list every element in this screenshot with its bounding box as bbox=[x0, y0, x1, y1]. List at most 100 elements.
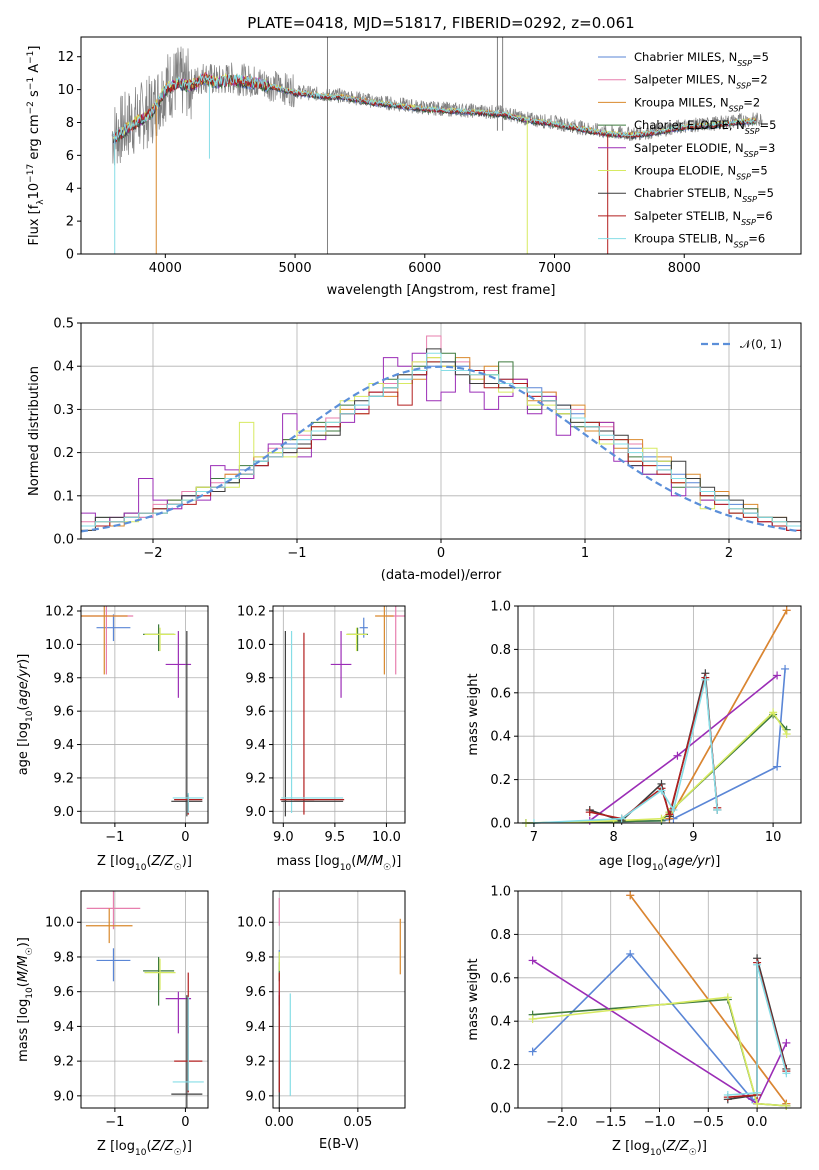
x-tick-label: −2.0 bbox=[546, 1115, 578, 1130]
mass_vs_ebv-panel: 0.00 0.05 9.0 9.2 9.4 9.6 9.8 10.0 E(B-V) bbox=[237, 890, 406, 1152]
legend-sub: SSP bbox=[741, 217, 756, 226]
legend-entry: Salpeter MILES, NSSP=2 bbox=[634, 73, 768, 91]
y-tick-label: 0.4 bbox=[53, 360, 74, 375]
axes-frame bbox=[80, 605, 209, 824]
y-tick-label: 12 bbox=[57, 50, 74, 65]
label-part: 10 bbox=[135, 863, 147, 873]
weight-line bbox=[532, 996, 787, 1107]
label-part: age [log bbox=[16, 722, 31, 775]
x-tick-label: 9.0 bbox=[273, 830, 294, 845]
label-part: age/yr bbox=[16, 662, 31, 705]
mass_vs_Z-plot-area bbox=[85, 891, 204, 1108]
model-spectrum-line bbox=[113, 73, 756, 140]
legend-sub: SSP bbox=[744, 149, 759, 158]
legend-entry: Kroupa MILES, NSSP=2 bbox=[634, 95, 760, 113]
x-tick-label: −1.0 bbox=[644, 1115, 676, 1130]
y-tick-label: 0.6 bbox=[490, 971, 511, 986]
x-axis-label: E(B-V) bbox=[319, 1137, 359, 1152]
weight_vs_age-plot-area bbox=[521, 606, 791, 827]
label-part: ( bbox=[661, 1139, 666, 1154]
spectrum-plot-area bbox=[111, 37, 763, 254]
age_vs_mass-panel: 9.0 9.5 10.0 9.0 9.2 9.4 9.6 9.8 10.0 10.2 mass [l… bbox=[237, 605, 406, 873]
residuals-panel: −2 −1 0 1 2 0.0 0.1 0.2 0.3 0.4 0.5 (data-model)/er… bbox=[27, 317, 802, 583]
label-part: )] bbox=[182, 1139, 192, 1154]
legend-label: Kroupa MILES, N bbox=[634, 95, 729, 109]
spectrum-title: PLATE=0418, MJD=51817, FIBERID=0292, z=0… bbox=[247, 14, 634, 32]
label-part: Z [log bbox=[612, 1139, 650, 1154]
gaussian-curve bbox=[81, 365, 801, 533]
y-tick-label: 4 bbox=[66, 182, 74, 197]
y-axis-label: mass [log10(M/M☉)] bbox=[16, 937, 35, 1062]
weight_vs_Z-plot-area bbox=[528, 891, 791, 1110]
spectrum-xlabel: wavelength [Angstrom, rest frame] bbox=[327, 283, 556, 298]
legend-label: Salpeter ELODIE, N bbox=[634, 141, 744, 155]
x-tick-label: 9 bbox=[689, 830, 697, 845]
x-tick-label: 0 bbox=[437, 546, 445, 561]
label-part: A bbox=[27, 64, 42, 77]
y-tick-label: 9.4 bbox=[53, 738, 74, 753]
x-axis-label: Z [log10(Z/Z☉)] bbox=[612, 1139, 707, 1158]
x-tick-label: 0.05 bbox=[343, 1115, 372, 1130]
x-tick-label: 2 bbox=[725, 546, 733, 561]
y-tick-label: 0.8 bbox=[490, 643, 511, 658]
legend-entry: Kroupa ELODIE, NSSP=5 bbox=[634, 164, 768, 182]
label-part: M/M bbox=[356, 854, 383, 869]
label-part: )] bbox=[710, 854, 720, 869]
legend-entry: Kroupa STELIB, NSSP=6 bbox=[634, 232, 765, 250]
label-part: ] bbox=[27, 46, 42, 51]
weight-line bbox=[727, 964, 788, 1096]
y-tick-label: 0.0 bbox=[490, 1102, 511, 1117]
y-tick-label: 9.8 bbox=[245, 671, 266, 686]
x-axis-label: Z [log10(Z/Z☉)] bbox=[97, 854, 192, 873]
label-part: 10 bbox=[135, 1148, 147, 1158]
age_vs_Z-panel: −1 09.09.29.49.69.810.010.2Z [log10(Z/Z☉)… bbox=[16, 605, 209, 873]
label-part: Z/Z bbox=[151, 854, 175, 869]
x-tick-label: 0 bbox=[181, 1115, 189, 1130]
legend-suffix: =2 bbox=[751, 73, 768, 87]
x-tick-label: −0.5 bbox=[693, 1115, 725, 1130]
x-tick-label: 0.00 bbox=[265, 1115, 294, 1130]
label-part: ( bbox=[146, 854, 151, 869]
legend-entry: 𝒩(0, 1) bbox=[740, 337, 782, 351]
x-tick-label: 5000 bbox=[279, 261, 312, 276]
legend-entry: Chabrier MILES, NSSP=5 bbox=[634, 50, 769, 68]
axes-frame bbox=[272, 890, 406, 1109]
y-tick-label: 0.0 bbox=[53, 533, 74, 548]
x-tick-label: −1.5 bbox=[595, 1115, 627, 1130]
label-part: Z [log bbox=[97, 854, 135, 869]
x-tick-label: 10.0 bbox=[372, 830, 401, 845]
histogram-step bbox=[81, 348, 801, 539]
legend-label: Salpeter STELIB, N bbox=[634, 209, 741, 223]
axes-frame bbox=[80, 36, 802, 255]
x-tick-label: −1 bbox=[287, 546, 306, 561]
x-tick-label: 7 bbox=[530, 830, 538, 845]
y-tick-label: 10.0 bbox=[237, 916, 266, 931]
axes-frame bbox=[80, 890, 209, 1109]
label-part: Z/Z bbox=[666, 1139, 690, 1154]
legend-label: Kroupa STELIB, N bbox=[634, 232, 734, 246]
label-part: 10 bbox=[650, 1148, 662, 1158]
label-part: s bbox=[27, 90, 42, 101]
y-tick-label: 0.2 bbox=[53, 446, 74, 461]
legend-entry: Chabrier ELODIE, NSSP=5 bbox=[634, 118, 776, 136]
y-tick-label: 8 bbox=[66, 116, 74, 131]
y-tick-label: 9.2 bbox=[245, 771, 266, 786]
legend-sub: SSP bbox=[736, 81, 751, 90]
legend-suffix: =6 bbox=[748, 232, 765, 246]
label-part: Z [log bbox=[97, 1139, 135, 1154]
label-part: −2 bbox=[26, 101, 36, 114]
x-tick-label: 4000 bbox=[149, 261, 182, 276]
legend-sub: SSP bbox=[736, 172, 751, 181]
spectrum-panel: 4000 5000 6000 7000 8000 0 2 4 6 8 10 12 PLATE=0418,… bbox=[26, 14, 802, 298]
y-tick-label: 9.6 bbox=[53, 705, 74, 720]
legend-entry: Salpeter ELODIE, NSSP=3 bbox=[634, 141, 775, 159]
x-tick-label: 9.5 bbox=[325, 830, 346, 845]
legend-suffix: =6 bbox=[756, 209, 773, 223]
label-part: age [log bbox=[599, 854, 652, 869]
y-tick-label: 9.6 bbox=[53, 985, 74, 1000]
label-part: age/yr bbox=[668, 854, 711, 869]
label-part: ☉ bbox=[689, 1148, 697, 1158]
x-tick-label: −1 bbox=[105, 1115, 124, 1130]
y-tick-label: 9.2 bbox=[245, 1055, 266, 1070]
y-tick-label: 0.6 bbox=[490, 686, 511, 701]
